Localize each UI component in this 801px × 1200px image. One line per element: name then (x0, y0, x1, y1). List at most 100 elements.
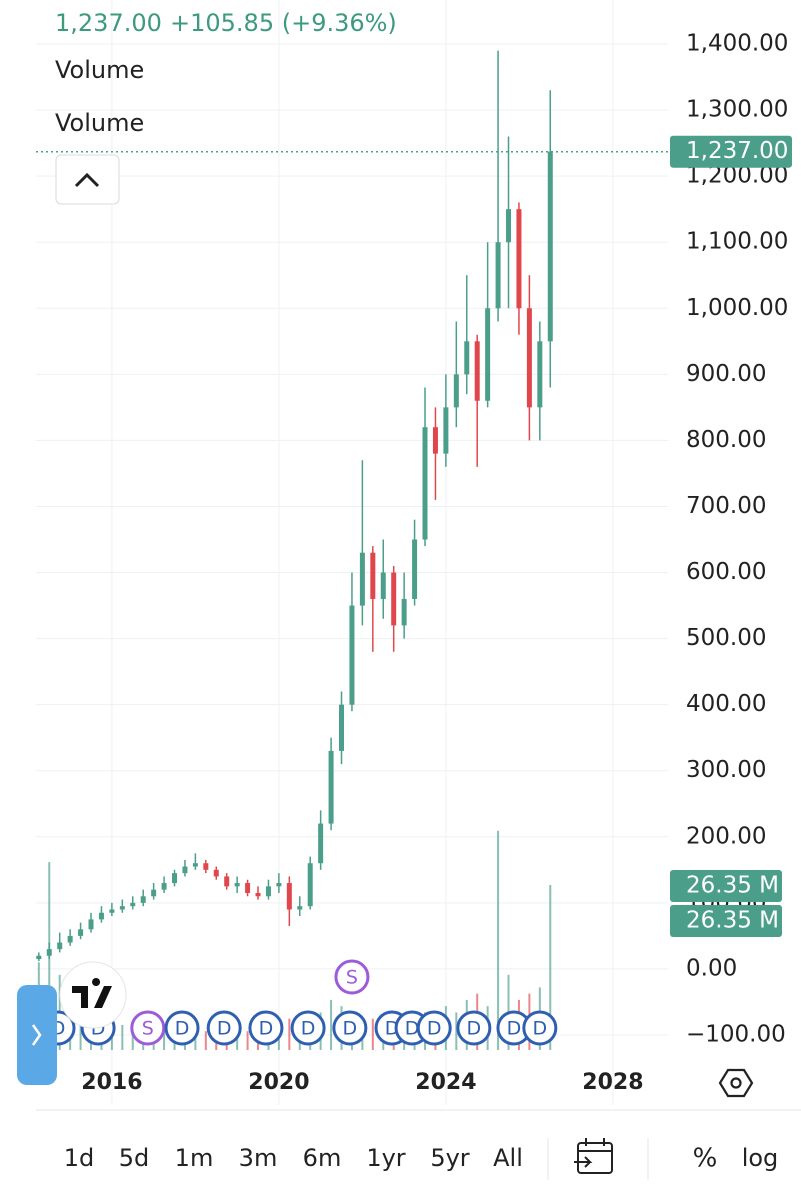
candle-body (370, 552, 376, 599)
event-label: D (175, 1018, 190, 1040)
candle-body (286, 883, 292, 910)
candle-body (67, 935, 73, 943)
candle-body (339, 704, 345, 751)
y-tick-label: 0.00 (686, 955, 737, 981)
volume-tag (670, 870, 782, 902)
event-marker (416, 1010, 452, 1046)
event-marker (248, 1010, 284, 1046)
candle-body (78, 929, 84, 936)
volume-bar (131, 1031, 134, 1050)
event-marker (456, 1010, 492, 1046)
x-tick-label: 2020 (248, 1070, 309, 1095)
volume-bar (455, 1012, 458, 1050)
event-label: D (467, 1018, 482, 1040)
volume-tag-label: 26.35 M (686, 908, 779, 934)
event-label: D (507, 1018, 522, 1040)
event-marker (130, 1010, 166, 1046)
y-tick-label: 1,100.00 (686, 229, 788, 255)
y-tick-label: 600.00 (686, 559, 766, 585)
range-button[interactable]: 1d (64, 1144, 95, 1172)
event-marker (332, 1010, 368, 1046)
candle-body (495, 242, 501, 309)
event-marker (522, 1010, 558, 1046)
volume-bar (549, 884, 552, 1050)
candle-body (36, 955, 42, 960)
candle-body (119, 906, 125, 910)
volume-bar (330, 999, 333, 1050)
candle-body (474, 341, 480, 401)
candle-body (245, 883, 251, 893)
candle-body (485, 308, 491, 401)
x-tick-label: 2028 (582, 1070, 643, 1095)
range-button[interactable]: 1yr (366, 1144, 405, 1172)
event-label: D (405, 1018, 420, 1040)
range-button[interactable]: 5yr (430, 1144, 469, 1172)
log-button[interactable]: log (742, 1144, 779, 1172)
candle-body (464, 341, 470, 375)
candle-body (547, 151, 553, 342)
range-button[interactable]: 6m (303, 1144, 342, 1172)
candle-body (432, 427, 438, 454)
y-tick-label: 1,400.00 (686, 31, 788, 57)
indicator-label: Volume (55, 109, 144, 137)
candle-body (182, 866, 188, 874)
candle-body (57, 942, 63, 950)
range-button[interactable]: 3m (239, 1144, 278, 1172)
collapse-button[interactable] (55, 154, 120, 205)
candle-body (161, 883, 167, 890)
candle-body (151, 889, 157, 897)
indicator-label: Volume (55, 56, 144, 84)
event-label: S (346, 967, 358, 989)
candle-body (328, 750, 334, 824)
candle-body (412, 539, 418, 599)
candle-body (265, 886, 271, 897)
y-tick-label: 300.00 (686, 757, 766, 783)
candle-body (46, 949, 52, 956)
volume-tag-label: 26.35 M (686, 873, 779, 899)
candle-body (276, 883, 282, 887)
event-marker (290, 1010, 326, 1046)
candle-body (349, 605, 355, 705)
volume-bar (246, 1031, 249, 1050)
candle-body (109, 909, 115, 913)
candle-body (213, 869, 219, 877)
y-tick-label: 900.00 (686, 361, 766, 387)
event-label: D (343, 1018, 358, 1040)
price-tag-label: 1,237.00 (686, 138, 788, 164)
candle-body (422, 427, 428, 540)
header-change: +105.85 (+9.36%) (170, 9, 397, 37)
y-tick-label: 1,000.00 (686, 295, 788, 321)
range-button[interactable]: 5d (119, 1144, 150, 1172)
candle-body (192, 863, 198, 867)
candle-body (359, 552, 365, 606)
candle-body (88, 919, 94, 930)
event-marker (164, 1010, 200, 1046)
logo (59, 961, 127, 1029)
volume-bar (236, 1031, 239, 1050)
event-label: D (301, 1018, 316, 1040)
event-label: D (427, 1018, 442, 1040)
volume-bar (288, 1018, 291, 1050)
range-button[interactable]: 1m (175, 1144, 214, 1172)
candle-body (234, 883, 240, 887)
event-label: D (533, 1018, 548, 1040)
candle-body (307, 863, 313, 907)
candle-body (391, 572, 397, 626)
volume-bar (204, 1031, 207, 1050)
settings-icon[interactable] (718, 1068, 754, 1098)
percent-button[interactable]: % (693, 1144, 718, 1174)
candle-body (297, 906, 303, 910)
event-marker (206, 1010, 242, 1046)
side-tab[interactable] (17, 985, 57, 1085)
range-button[interactable]: All (493, 1144, 523, 1172)
y-tick-label: 200.00 (686, 823, 766, 849)
candle-body (537, 341, 543, 408)
event-label: S (142, 1018, 154, 1040)
candle-body (140, 896, 146, 903)
volume-tag (670, 905, 782, 937)
event-label: D (217, 1018, 232, 1040)
candle-body (516, 209, 522, 309)
candle-body (380, 572, 386, 599)
candle-body (401, 598, 407, 626)
date-range-button[interactable] (574, 1138, 613, 1174)
